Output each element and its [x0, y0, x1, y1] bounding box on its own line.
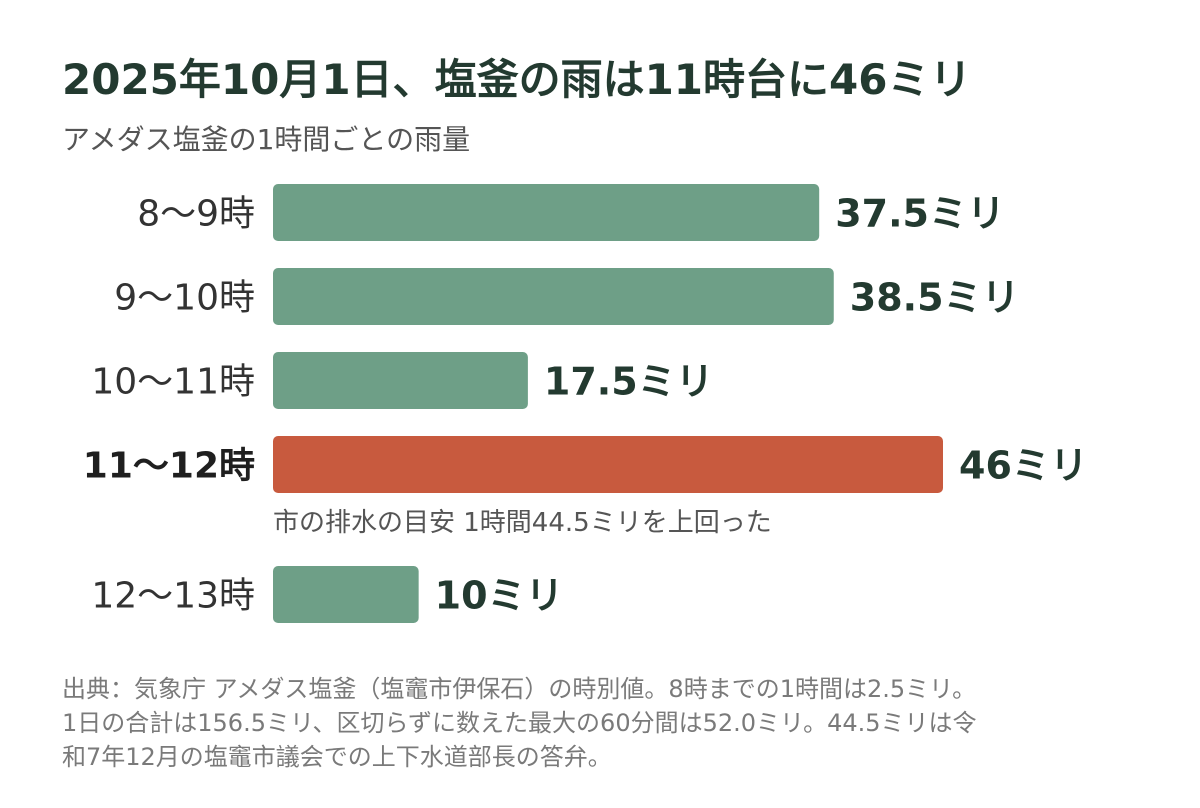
bar [273, 352, 528, 409]
footnote-line: 和7年12月の塩竈市議会での上下水道部長の答弁。 [62, 743, 612, 771]
value-label: 10ミリ [435, 574, 564, 618]
value-label: 46ミリ [959, 444, 1088, 488]
footnote-line: 1日の合計は156.5ミリ、区切らずに数えた最大の60分間は52.0ミリ。44.… [62, 709, 977, 737]
chart-title: 2025年10月1日、塩釜の雨は11時台に46ミリ [62, 55, 972, 104]
bar [273, 566, 419, 623]
category-label: 8〜9時 [137, 194, 255, 235]
value-label: 38.5ミリ [850, 276, 1020, 320]
value-label: 37.5ミリ [835, 192, 1005, 236]
category-label: 11〜12時 [83, 446, 255, 487]
footnote-line: 出典：気象庁 アメダス塩釜（塩竈市伊保石）の時別値。8時までの1時間は2.5ミリ… [62, 675, 977, 703]
value-label: 17.5ミリ [544, 360, 714, 404]
chart-subtitle: アメダス塩釜の1時間ごとの雨量 [62, 123, 471, 156]
bar-highlight [273, 436, 943, 493]
bar-chart: 8〜9時 37.5ミリ 9〜10時 38.5ミリ 10〜11時 17.5ミリ 11〜12時 4… [83, 184, 1088, 623]
bar [273, 184, 820, 241]
footnote: 出典：気象庁 アメダス塩釜（塩竈市伊保石）の時別値。8時までの1時間は2.5ミリ… [62, 672, 1152, 774]
category-label: 10〜11時 [91, 362, 255, 403]
category-label: 12〜13時 [91, 576, 255, 617]
annotation: 市の排水の目安 1時間44.5ミリを上回った [273, 508, 772, 538]
category-label: 9〜10時 [114, 278, 255, 319]
bar [273, 268, 834, 325]
